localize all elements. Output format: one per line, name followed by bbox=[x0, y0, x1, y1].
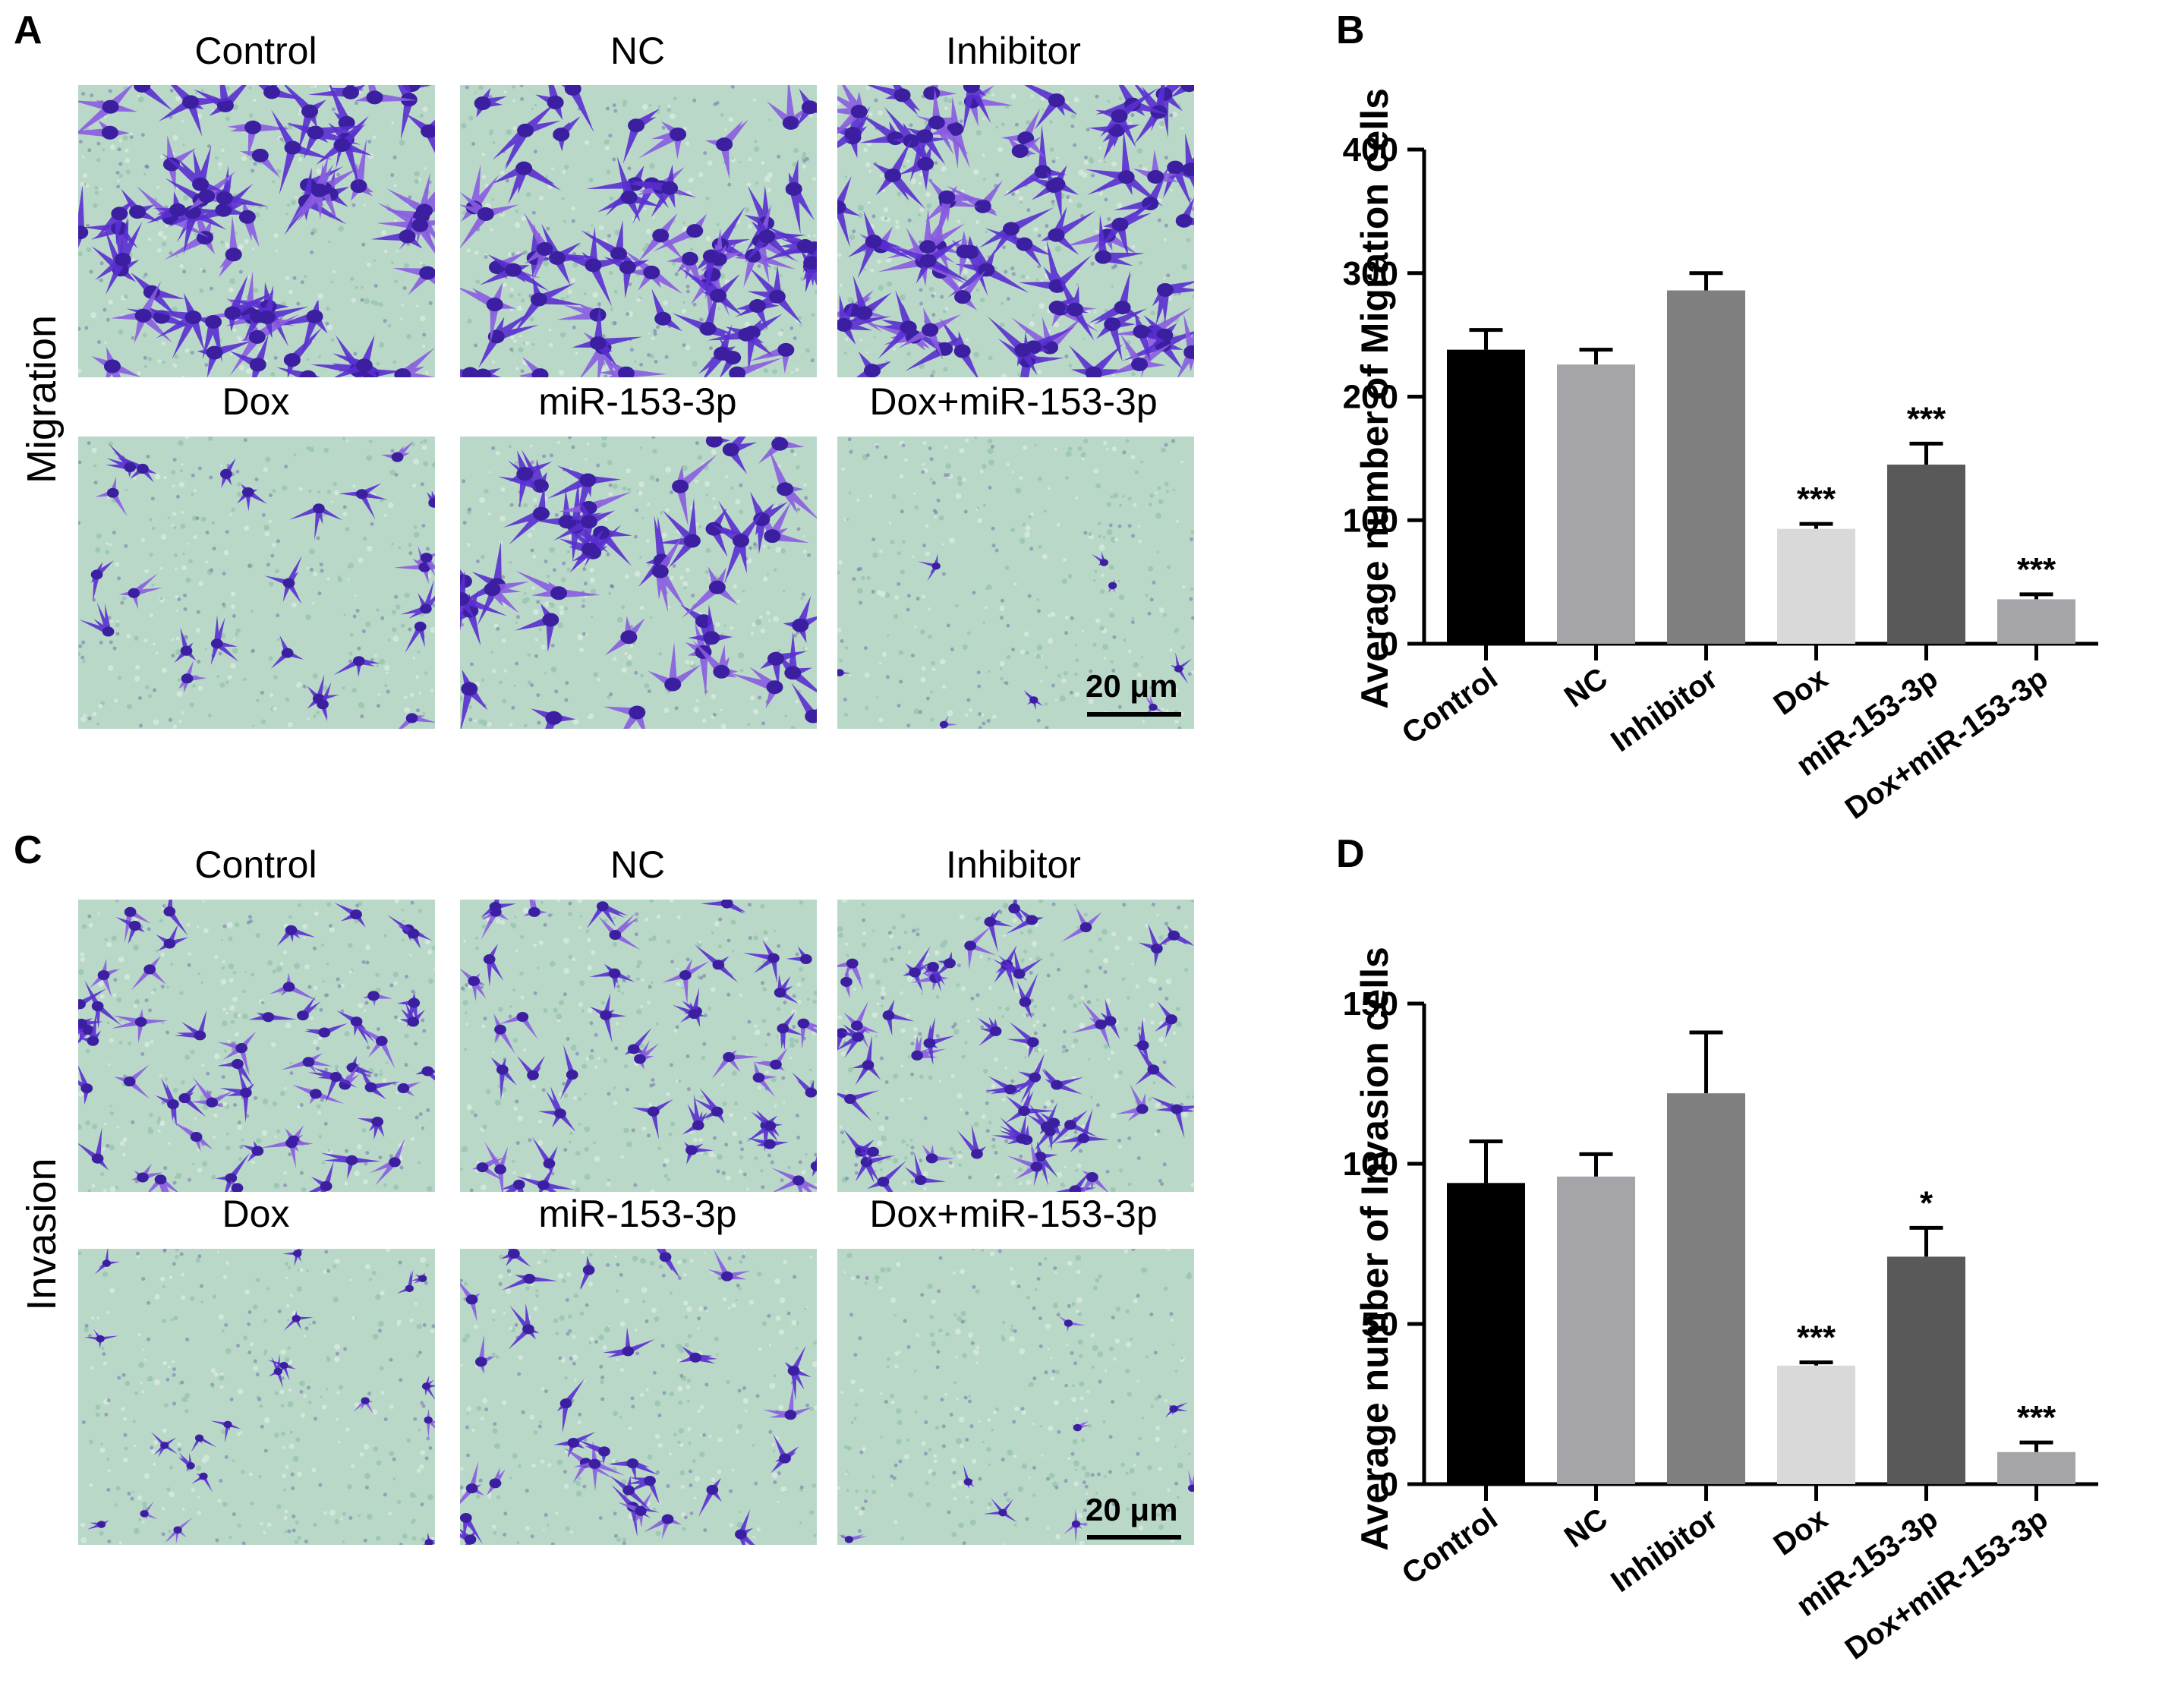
invasion-ytick-label-3: 150 bbox=[1343, 985, 1398, 1023]
invasion-xtick-label-0: Control bbox=[1396, 1502, 1504, 1591]
image-label-dox-invasion: Dox bbox=[222, 1193, 290, 1235]
migration-bar-4 bbox=[1887, 465, 1965, 644]
micrograph-migration-nc bbox=[460, 85, 817, 377]
micrograph-invasion-nc bbox=[460, 900, 817, 1192]
invasion-bar-4 bbox=[1887, 1256, 1965, 1484]
scalebar-invasion bbox=[1087, 1535, 1181, 1540]
invasion-bar-2 bbox=[1667, 1093, 1745, 1484]
panel-letter-c: C bbox=[14, 828, 43, 872]
invasion-xtick-label-4: miR-153-3p bbox=[1791, 1502, 1944, 1623]
migration-xtick-label-2: Inhibitor bbox=[1605, 661, 1723, 758]
micrograph-invasion-mir bbox=[460, 1249, 817, 1545]
image-label-nc-invasion: NC bbox=[610, 843, 666, 886]
row-label-migration: Migration bbox=[19, 314, 65, 484]
invasion-xtick-label-5: Dox+miR-153-3p bbox=[1839, 1502, 2054, 1666]
scalebar-label-migration: 20 μm bbox=[1086, 668, 1178, 704]
invasion-ylabel: Average number of Invasion cells bbox=[1354, 947, 1396, 1551]
migration-ylabel: Average number of Migration cells bbox=[1354, 88, 1396, 709]
scalebar-label-invasion: 20 μm bbox=[1086, 1492, 1178, 1527]
migration-bar-5 bbox=[1997, 599, 2075, 644]
migration-xtick-label-1: NC bbox=[1558, 661, 1614, 714]
panel-letter-d: D bbox=[1336, 832, 1365, 876]
micrograph-migration-control bbox=[78, 85, 435, 377]
row-label-invasion: Invasion bbox=[19, 1158, 65, 1311]
micrograph-invasion-dox bbox=[78, 1249, 435, 1545]
panel-letter-a: A bbox=[14, 8, 43, 52]
invasion-significance-5: *** bbox=[2017, 1399, 2056, 1436]
invasion-ytick-label-1: 50 bbox=[1361, 1306, 1398, 1343]
migration-ytick-label-0: 0 bbox=[1380, 626, 1398, 663]
invasion-xtick-label-3: Dox bbox=[1768, 1502, 1834, 1562]
panel-letter-b: B bbox=[1336, 8, 1365, 52]
migration-significance-5: *** bbox=[2017, 551, 2056, 588]
migration-significance-3: *** bbox=[1797, 481, 1836, 518]
invasion-bar-3 bbox=[1777, 1365, 1855, 1484]
micrograph-migration-inhibitor bbox=[837, 85, 1194, 377]
micrograph-migration-combo bbox=[837, 437, 1194, 729]
migration-bar-1 bbox=[1557, 364, 1635, 644]
migration-significance-4: *** bbox=[1907, 400, 1946, 437]
micrograph-migration-dox bbox=[78, 437, 435, 729]
invasion-bar-0 bbox=[1447, 1183, 1525, 1484]
image-label-inhibitor-invasion: Inhibitor bbox=[946, 843, 1081, 886]
micrograph-invasion-inhibitor bbox=[837, 900, 1194, 1192]
migration-xtick-label-5: Dox+miR-153-3p bbox=[1839, 661, 2054, 825]
migration-ytick-label-3: 300 bbox=[1343, 255, 1398, 292]
invasion-ytick-label-0: 0 bbox=[1380, 1466, 1398, 1503]
migration-ytick-label-4: 400 bbox=[1343, 131, 1398, 169]
image-label-combo-invasion: Dox+miR-153-3p bbox=[869, 1193, 1158, 1235]
micrograph-migration-mir bbox=[460, 437, 817, 729]
image-label-combo-migration: Dox+miR-153-3p bbox=[869, 380, 1158, 423]
image-label-dox-migration: Dox bbox=[222, 380, 290, 423]
invasion-xtick-label-2: Inhibitor bbox=[1605, 1502, 1723, 1599]
invasion-significance-4: * bbox=[1920, 1184, 1933, 1221]
invasion-bar-1 bbox=[1557, 1176, 1635, 1484]
image-label-inhibitor-migration: Inhibitor bbox=[946, 30, 1081, 72]
migration-ytick-label-2: 200 bbox=[1343, 379, 1398, 416]
image-label-mir-invasion: miR-153-3p bbox=[538, 1193, 737, 1235]
micrograph-invasion-control bbox=[78, 900, 435, 1192]
migration-xtick-label-4: miR-153-3p bbox=[1791, 661, 1944, 783]
migration-bar-2 bbox=[1667, 290, 1745, 644]
migration-bar-0 bbox=[1447, 349, 1525, 644]
migration-xtick-label-3: Dox bbox=[1768, 661, 1834, 721]
invasion-bar-5 bbox=[1997, 1451, 2075, 1484]
invasion-xtick-label-1: NC bbox=[1558, 1502, 1614, 1554]
invasion-ytick-label-2: 100 bbox=[1343, 1146, 1398, 1183]
image-label-nc-migration: NC bbox=[610, 30, 666, 72]
invasion-significance-3: *** bbox=[1797, 1319, 1836, 1357]
image-label-control-migration: Control bbox=[194, 30, 317, 72]
image-label-mir-migration: miR-153-3p bbox=[538, 380, 737, 423]
migration-xtick-label-0: Control bbox=[1396, 661, 1504, 751]
migration-bar-3 bbox=[1777, 528, 1855, 644]
image-label-control-invasion: Control bbox=[194, 843, 317, 886]
migration-ytick-label-1: 100 bbox=[1343, 502, 1398, 539]
micrograph-invasion-combo bbox=[837, 1249, 1194, 1545]
scalebar-migration bbox=[1087, 712, 1181, 717]
